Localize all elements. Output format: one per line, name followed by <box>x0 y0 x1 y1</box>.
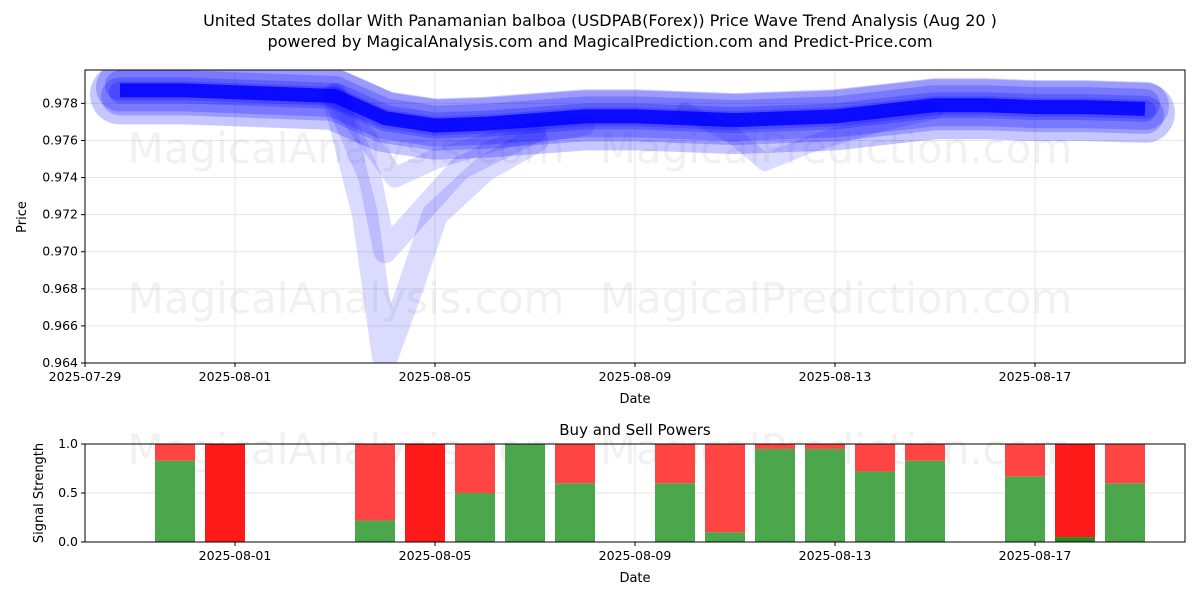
price-y-tick-label: 0.968 <box>42 281 78 296</box>
price-y-tick-label: 0.964 <box>42 355 78 370</box>
chart-title-line1: United States dollar With Panamanian bal… <box>203 11 997 30</box>
price-y-axis-label: Price <box>15 201 30 233</box>
buy-bar <box>905 460 945 542</box>
buy-bar <box>1105 483 1145 542</box>
buy-bar <box>805 448 845 542</box>
wave-dip-line <box>676 102 944 172</box>
signal-x-tick-label: 2025-08-01 <box>199 548 272 563</box>
sell-bar <box>855 444 895 472</box>
signal-y-tick-label: 1.0 <box>58 436 78 451</box>
price-x-ticks: 2025-07-29 2025-08-01 2025-08-05 2025-08-09… <box>49 363 1072 384</box>
sell-bar <box>705 444 745 533</box>
sell-bar <box>1055 444 1095 538</box>
wave-dip-line <box>322 83 548 363</box>
wave-dip-line <box>325 86 595 188</box>
sell-bar <box>205 444 245 542</box>
price-x-tick-label: 2025-08-05 <box>399 369 472 384</box>
watermark-analysis-top: MagicalAnalysis.com <box>128 124 565 173</box>
buy-bar <box>1055 537 1095 542</box>
buy-bar <box>755 448 795 542</box>
price-y-ticks: 0.964 0.966 0.968 0.970 0.972 0.974 0.976 0.978 <box>42 95 85 370</box>
buy-bar <box>355 520 395 542</box>
signal-x-tick-label: 2025-08-17 <box>999 548 1072 563</box>
sell-bar <box>1005 444 1045 477</box>
signal-y-tick-label: 0.5 <box>58 485 78 500</box>
sell-bar <box>155 444 195 461</box>
signal-y-axis-label: Signal Strength <box>32 443 47 543</box>
signal-x-axis-label: Date <box>619 571 650 586</box>
signal-bars <box>155 444 1145 542</box>
buy-sell-chart: Buy and Sell Powers MagicalAnalysis.com … <box>32 421 1186 586</box>
signal-y-ticks: 0.0 0.5 1.0 <box>58 436 85 549</box>
price-wave-chart: MagicalAnalysis.com MagicalPrediction.co… <box>15 69 1186 407</box>
signal-y-tick-label: 0.0 <box>58 534 78 549</box>
signal-x-tick-label: 2025-08-05 <box>399 548 472 563</box>
price-y-tick-label: 0.978 <box>42 95 78 110</box>
price-x-tick-label: 2025-08-09 <box>599 369 672 384</box>
watermark-analysis-mid: MagicalAnalysis.com <box>128 274 565 323</box>
buy-bar <box>855 471 895 542</box>
sell-bar <box>355 444 395 521</box>
signal-x-ticks: 2025-08-01 2025-08-05 2025-08-09 2025-08-13… <box>199 542 1072 563</box>
price-y-tick-label: 0.972 <box>42 207 78 222</box>
price-x-axis-label: Date <box>619 392 650 407</box>
buy-bar <box>555 483 595 542</box>
chart-title-line2: powered by MagicalAnalysis.com and Magic… <box>267 32 932 51</box>
buy-bar <box>1005 476 1045 542</box>
buy-bar <box>455 493 495 542</box>
price-x-tick-label: 2025-08-17 <box>999 369 1072 384</box>
price-x-tick-label: 2025-08-01 <box>199 369 272 384</box>
watermark-prediction-top: MagicalPrediction.com <box>600 124 1073 173</box>
buy-sell-title: Buy and Sell Powers <box>559 421 711 439</box>
buy-bar <box>705 532 745 542</box>
buy-bar <box>655 483 695 542</box>
buy-bar <box>155 460 195 542</box>
buy-bar <box>505 444 545 542</box>
wave-center-line <box>120 83 1146 133</box>
price-y-tick-label: 0.976 <box>42 132 78 147</box>
sell-bar <box>405 444 445 542</box>
watermark-prediction-mid: MagicalPrediction.com <box>600 274 1073 323</box>
price-x-tick-label: 2025-07-29 <box>49 369 122 384</box>
sell-bar <box>455 444 495 493</box>
price-y-tick-label: 0.974 <box>42 170 78 185</box>
wave-dip-line <box>323 84 547 264</box>
price-y-tick-label: 0.966 <box>42 318 78 333</box>
sell-bar <box>805 444 845 449</box>
signal-x-tick-label: 2025-08-09 <box>599 548 672 563</box>
sell-bar <box>1105 444 1145 484</box>
price-x-tick-label: 2025-08-13 <box>799 369 872 384</box>
signal-x-tick-label: 2025-08-13 <box>799 548 872 563</box>
sell-bar <box>655 444 695 484</box>
sell-bar <box>905 444 945 461</box>
price-y-tick-label: 0.970 <box>42 244 78 259</box>
price-wave-series <box>90 70 1175 363</box>
sell-bar <box>755 444 795 449</box>
sell-bar <box>555 444 595 484</box>
